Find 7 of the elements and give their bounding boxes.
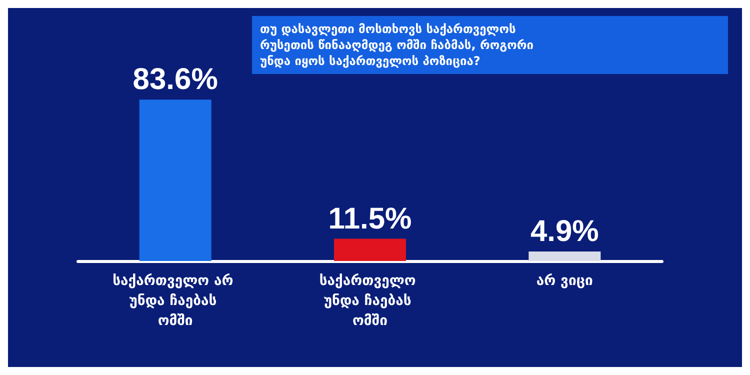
x-tick-label: არ ვიცი (536, 273, 594, 289)
data-label: 4.9% (530, 215, 599, 248)
data-label: 11.5% (328, 202, 412, 236)
x-tick-label: საქართველო უნდა ჩაებას ომში (319, 273, 421, 329)
x-tick-label: საქართველო არ უნდა ჩაებას ომში (112, 273, 238, 329)
data-label: 83.6% (132, 63, 218, 96)
chart-title: თუ დასავლეთი მოსთხოვს საქართველოს რუსეთის წინააღმდეგ ომში ჩაბმას, როგორი უნდა იყოს საქართველოს პოზიცია? (260, 22, 538, 68)
